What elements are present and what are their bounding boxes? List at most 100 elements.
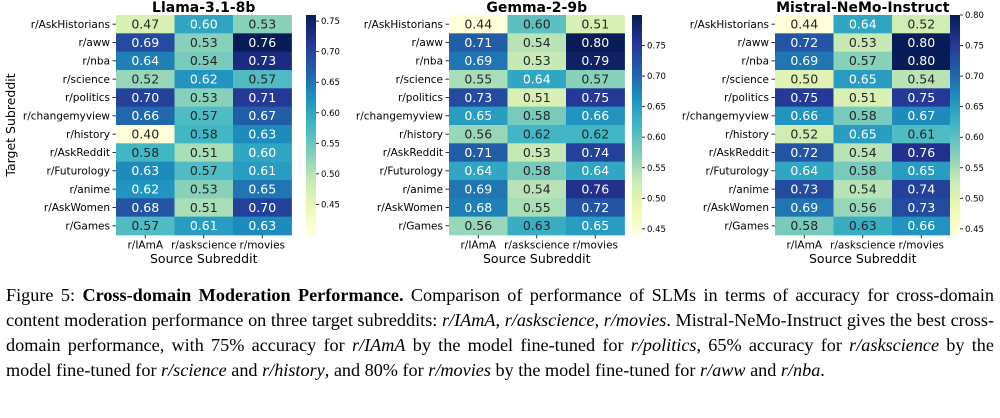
cell-value-label: 0.68	[464, 200, 492, 215]
y-tick-label: r/AskHistorians	[690, 19, 769, 31]
caption-text: .	[820, 360, 825, 380]
y-tick-label: r/anime	[69, 184, 110, 196]
colorbar-tick-label: 0.60	[965, 133, 984, 143]
heatmap-cell	[775, 179, 834, 199]
heatmap-cell	[833, 124, 893, 144]
heatmap-cell	[833, 69, 893, 89]
heatmap-cell	[233, 198, 292, 218]
x-axis-label: Source Subreddit	[483, 251, 591, 266]
y-tick-label: r/Futurology	[47, 166, 110, 178]
caption-subreddit: r/IAmA	[351, 335, 406, 355]
cell-value-label: 0.56	[464, 218, 492, 233]
cell-value-label: 0.73	[464, 90, 492, 105]
cell-value-label: 0.51	[190, 200, 218, 215]
cell-value-label: 0.52	[907, 16, 935, 31]
heatmap-cell	[833, 198, 893, 218]
cell-value-label: 0.63	[131, 163, 159, 178]
heatmap-cell	[449, 216, 508, 236]
caption-subreddit: r/IAmA	[441, 310, 496, 330]
cell-value-label: 0.71	[248, 90, 276, 105]
y-tick-label: r/changemyview	[356, 111, 444, 123]
colorbar-tick-label: 0.80	[965, 11, 984, 21]
heatmap-cell	[892, 88, 951, 108]
heatmap-cell	[233, 88, 292, 108]
heatmap-cell	[116, 88, 175, 108]
cell-value-label: 0.65	[248, 181, 276, 196]
x-tick-label: r/askscience	[830, 239, 895, 251]
heatmap-cell	[566, 88, 625, 108]
heatmap-cell	[833, 179, 893, 199]
cell-value-label: 0.57	[131, 218, 159, 233]
colorbar	[306, 15, 316, 235]
cell-value-label: 0.76	[248, 35, 276, 50]
heatmap-cell	[449, 69, 508, 89]
cell-value-label: 0.73	[248, 53, 276, 68]
cell-value-label: 0.69	[464, 53, 492, 68]
cell-value-label: 0.64	[464, 163, 492, 178]
cell-value-label: 0.63	[849, 218, 877, 233]
heatmap-cell	[449, 88, 508, 108]
y-tick-label: r/changemyview	[682, 111, 770, 123]
cell-value-label: 0.71	[464, 35, 492, 50]
y-tick-label: r/aww	[412, 37, 444, 49]
heatmap-cell	[449, 51, 508, 71]
heatmap-cell	[449, 124, 508, 144]
caption-text: by the model fine-tuned for	[490, 360, 701, 380]
cell-value-label: 0.75	[790, 90, 818, 105]
cell-value-label: 0.58	[790, 218, 818, 233]
y-tick-label: r/AskHistorians	[364, 19, 443, 31]
heatmap-cell	[507, 15, 567, 34]
heatmap-cell	[233, 216, 292, 236]
cell-value-label: 0.80	[907, 35, 935, 50]
heatmap-panel-1: Llama-3.1-8b0.47 0.60 0.53 0.69 0.53 0.76 0.64…	[3, 0, 340, 266]
cell-value-label: 0.53	[523, 53, 551, 68]
cell-value-label: 0.51	[581, 16, 609, 31]
cell-value-label: 0.57	[190, 163, 218, 178]
cell-value-label: 0.66	[131, 108, 159, 123]
heatmap-cell	[233, 161, 292, 181]
heatmap-cell	[174, 143, 234, 163]
cell-value-label: 0.60	[523, 16, 551, 31]
cell-value-label: 0.60	[248, 145, 276, 160]
y-tick-label: r/nba	[415, 56, 443, 68]
heatmap-cell	[892, 15, 951, 34]
cell-value-label: 0.64	[849, 16, 877, 31]
cell-value-label: 0.75	[581, 90, 609, 105]
heatmap-cell	[449, 106, 508, 126]
colorbar-tick-label: 0.60	[647, 133, 666, 143]
heatmap-cell	[507, 51, 567, 71]
heatmap-cell	[775, 198, 834, 218]
heatmap-cell	[892, 161, 951, 181]
heatmap-cell	[892, 143, 951, 163]
colorbar	[950, 15, 960, 235]
cell-value-label: 0.63	[523, 218, 551, 233]
x-tick-label: r/IAmA	[127, 239, 163, 251]
cell-value-label: 0.65	[849, 126, 877, 141]
colorbar	[632, 15, 642, 235]
cell-value-label: 0.57	[190, 108, 218, 123]
cell-value-label: 0.69	[790, 53, 818, 68]
y-tick-label: r/AskWomen	[44, 202, 110, 214]
cell-value-label: 0.76	[907, 145, 935, 160]
heatmap-cell	[174, 179, 234, 199]
heatmap-cell	[892, 124, 951, 144]
cell-value-label: 0.44	[790, 16, 818, 31]
heatmap-cell	[566, 106, 625, 126]
caption-subreddit: r/askscience	[849, 335, 940, 355]
cell-value-label: 0.65	[849, 71, 877, 86]
y-tick-label: r/changemyview	[23, 111, 111, 123]
heatmap-cell	[116, 51, 175, 71]
heatmap-cell	[233, 124, 292, 144]
cell-value-label: 0.51	[849, 90, 877, 105]
cell-value-label: 0.62	[131, 181, 159, 196]
caption-subreddit: r/askscience	[504, 310, 595, 330]
heatmap-cell	[833, 33, 893, 53]
heatmap-cell	[566, 69, 625, 89]
y-tick-label: r/AskHistorians	[31, 19, 110, 31]
cell-value-label: 0.62	[190, 71, 218, 86]
heatmap-cell	[507, 33, 567, 53]
cell-value-label: 0.64	[790, 163, 818, 178]
cell-value-label: 0.72	[790, 145, 818, 160]
heatmap-cell	[566, 179, 625, 199]
heatmap-cell	[507, 179, 567, 199]
